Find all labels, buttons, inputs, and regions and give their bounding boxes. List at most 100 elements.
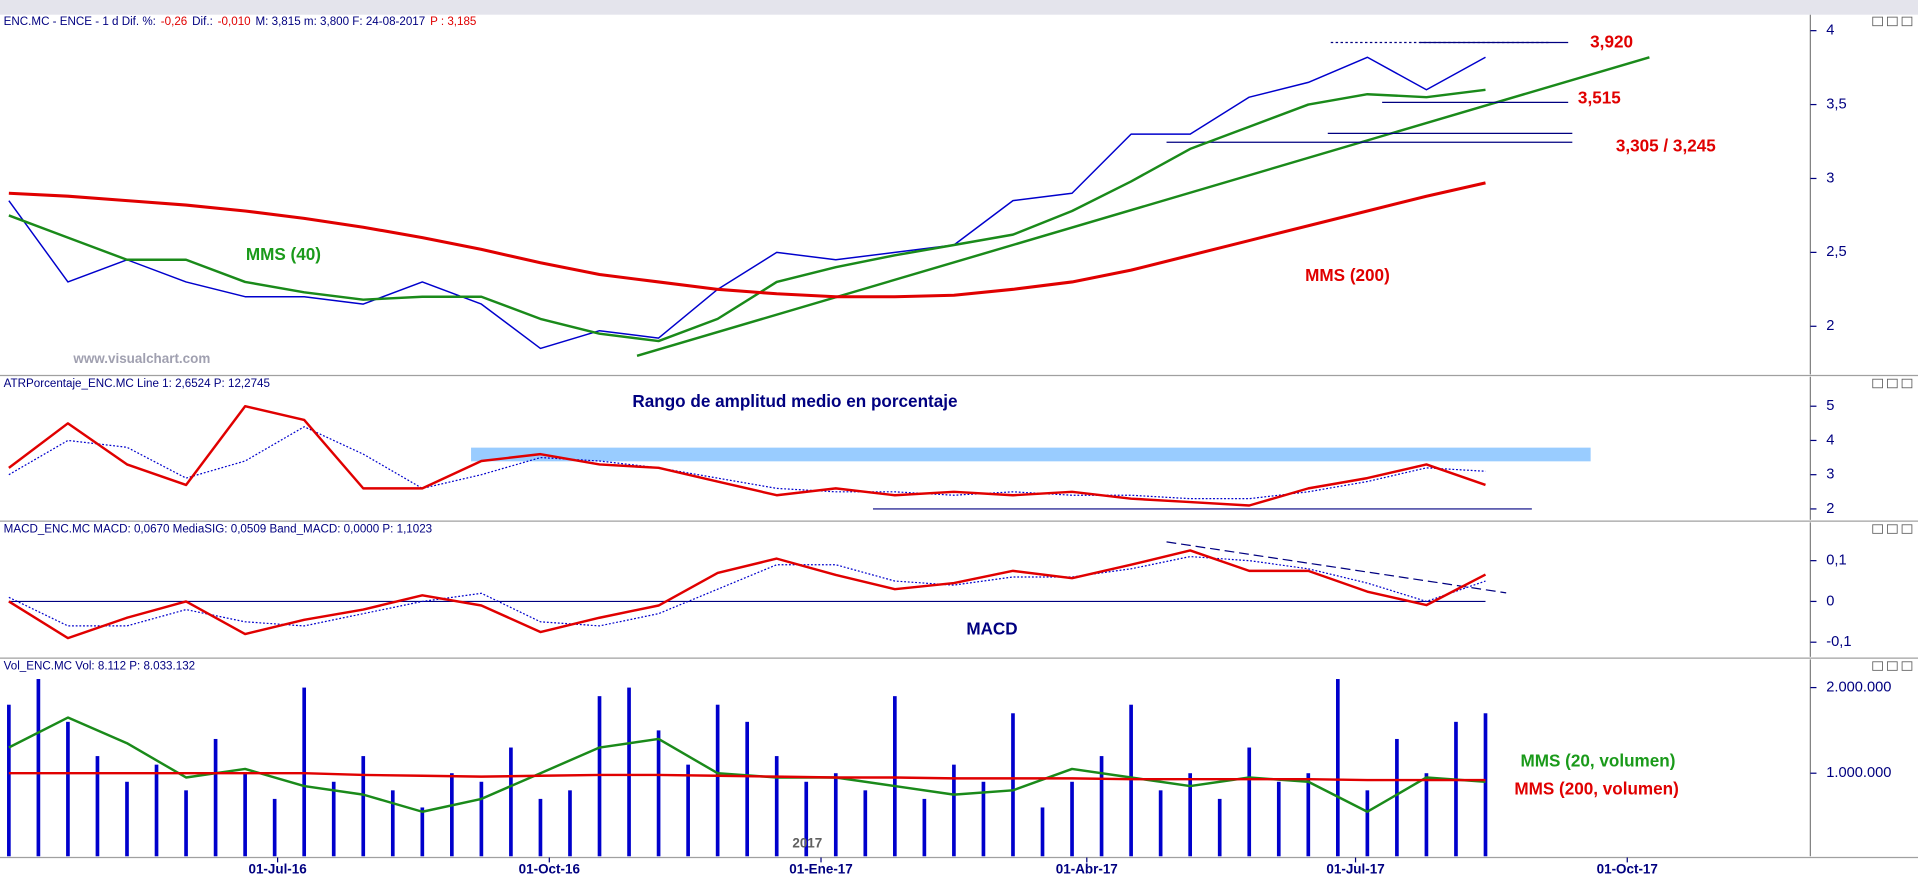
- x-tick-label: 01-Jul-16: [248, 861, 306, 875]
- title-part: -0,26: [161, 15, 187, 28]
- panel-title: MACD_ENC.MC MACD: 0,0670 MediaSIG: 0,050…: [4, 523, 432, 536]
- highlight-band: [471, 447, 1591, 462]
- x-tick-label: 01-Jul-17: [1326, 861, 1384, 875]
- window-button[interactable]: [1872, 16, 1883, 27]
- title-part: ATRPorcentaje_ENC.MC Line 1: 2,6524 P: 1…: [4, 377, 270, 390]
- y-tick-label: 2.000.000: [1826, 679, 1891, 695]
- window-button[interactable]: [1886, 524, 1898, 534]
- annotation: 3,920: [1590, 32, 1633, 51]
- title-part: MACD_ENC.MC MACD: 0,0670 MediaSIG: 0,050…: [4, 523, 432, 536]
- y-tick-label: 5: [1826, 398, 1834, 414]
- volume-bar: [1395, 738, 1399, 857]
- volume-bar: [952, 764, 956, 857]
- volume-bar: [922, 798, 927, 857]
- y-tick-label: 2: [1826, 318, 1834, 334]
- title-part: Dif.:: [192, 15, 213, 28]
- title-part: M: 3,815 m: 3,800 F: 24-08-2017: [256, 15, 426, 28]
- window-button[interactable]: [1872, 378, 1883, 389]
- volume-bar: [686, 764, 690, 857]
- annotation: www.visualchart.com: [72, 351, 210, 366]
- window-button[interactable]: [1901, 16, 1913, 27]
- y-tick-label: -0,1: [1826, 634, 1851, 650]
- volume-bar: [745, 721, 750, 857]
- title-part: Vol_ENC.MC Vol: 8.112 P: 8.033.132: [4, 660, 195, 673]
- volume-bar: [213, 738, 218, 857]
- header-bar: [0, 0, 1918, 15]
- window-button[interactable]: [1886, 661, 1898, 671]
- y-tick-label: 1.000.000: [1826, 765, 1891, 781]
- date-axis-bg: [0, 861, 1918, 875]
- volume-bar: [656, 730, 661, 857]
- annotation: MACD: [966, 619, 1017, 638]
- x-tick-label: 01-Oct-17: [1597, 861, 1658, 875]
- window-button[interactable]: [1901, 378, 1913, 389]
- volume-bar: [1454, 721, 1458, 857]
- window-button[interactable]: [1886, 378, 1898, 389]
- volume-bar: [1276, 781, 1281, 857]
- volume-bar: [715, 704, 720, 857]
- y-tick-label: 2,5: [1826, 244, 1846, 260]
- x-tick-label: 01-Oct-16: [519, 861, 580, 875]
- volume-bar: [509, 747, 513, 857]
- window-button[interactable]: [1872, 524, 1883, 534]
- window-button[interactable]: [1886, 16, 1898, 27]
- window-button[interactable]: [1872, 661, 1883, 671]
- volume-bar: [1217, 798, 1222, 857]
- series-line: [8, 771, 1486, 782]
- panel-title: ATRPorcentaje_ENC.MC Line 1: 2,6524 P: 1…: [4, 377, 270, 390]
- volume-bar: [568, 790, 572, 857]
- y-tick-label: 2: [1826, 501, 1834, 517]
- volume-bar: [1306, 773, 1311, 857]
- volume-bar: [538, 798, 543, 857]
- volume-bar: [184, 790, 188, 857]
- volume-bar: [1424, 773, 1429, 857]
- annotation: MMS (200, volumen): [1514, 780, 1678, 799]
- x-tick-label: 01-Abr-17: [1056, 861, 1118, 875]
- annotation: 3,515: [1578, 89, 1621, 108]
- panel-title: ENC.MC - ENCE - 1 d Dif. %: -0,26 Dif.: -0,…: [4, 15, 477, 28]
- volume-bar: [981, 781, 986, 857]
- annotation: MMS (40): [246, 245, 321, 264]
- series-line: [8, 181, 1486, 299]
- volume-bar: [1247, 747, 1252, 857]
- y-tick-label: 0,1: [1826, 553, 1846, 569]
- volume-bar: [627, 687, 631, 857]
- volume-bar: [1129, 704, 1133, 857]
- title-part: ENC.MC - ENCE - 1 d Dif. %:: [4, 15, 156, 28]
- volume-bar: [450, 773, 454, 857]
- y-tick-label: 4: [1826, 23, 1834, 39]
- volume-bar: [597, 696, 602, 857]
- volume-bar: [420, 807, 425, 857]
- volume-bar: [1188, 773, 1193, 857]
- volume-bar: [1335, 679, 1340, 857]
- window-button[interactable]: [1901, 661, 1913, 671]
- reference-line: [636, 56, 1650, 358]
- volume-bar: [7, 704, 11, 857]
- y-tick-label: 3,5: [1826, 96, 1846, 112]
- series-line: [8, 56, 1486, 350]
- series-line: [8, 426, 1486, 500]
- annotation: MMS (200): [1305, 266, 1390, 285]
- volume-bar: [863, 790, 868, 857]
- annotation: Rango de amplitud medio en porcentaje: [632, 392, 957, 411]
- title-part: P : 3,185: [430, 15, 476, 28]
- y-tick-label: 3: [1826, 467, 1834, 483]
- annotation: 3,305 / 3,245: [1616, 136, 1716, 155]
- volume-bar: [774, 756, 779, 857]
- volume-bar: [66, 721, 70, 857]
- volume-bar: [125, 781, 129, 857]
- volume-bar: [302, 687, 307, 857]
- volume-bar: [893, 696, 897, 857]
- y-tick-label: 4: [1826, 432, 1834, 448]
- volume-bar: [390, 790, 395, 857]
- volume-bar: [361, 756, 366, 857]
- window-button[interactable]: [1901, 524, 1913, 534]
- y-tick-label: 0: [1826, 593, 1834, 609]
- year-label: 2017: [792, 836, 822, 851]
- volume-bar: [154, 764, 159, 857]
- volume-bar: [243, 773, 247, 857]
- volume-bar: [95, 756, 100, 857]
- volume-bar: [1099, 756, 1104, 857]
